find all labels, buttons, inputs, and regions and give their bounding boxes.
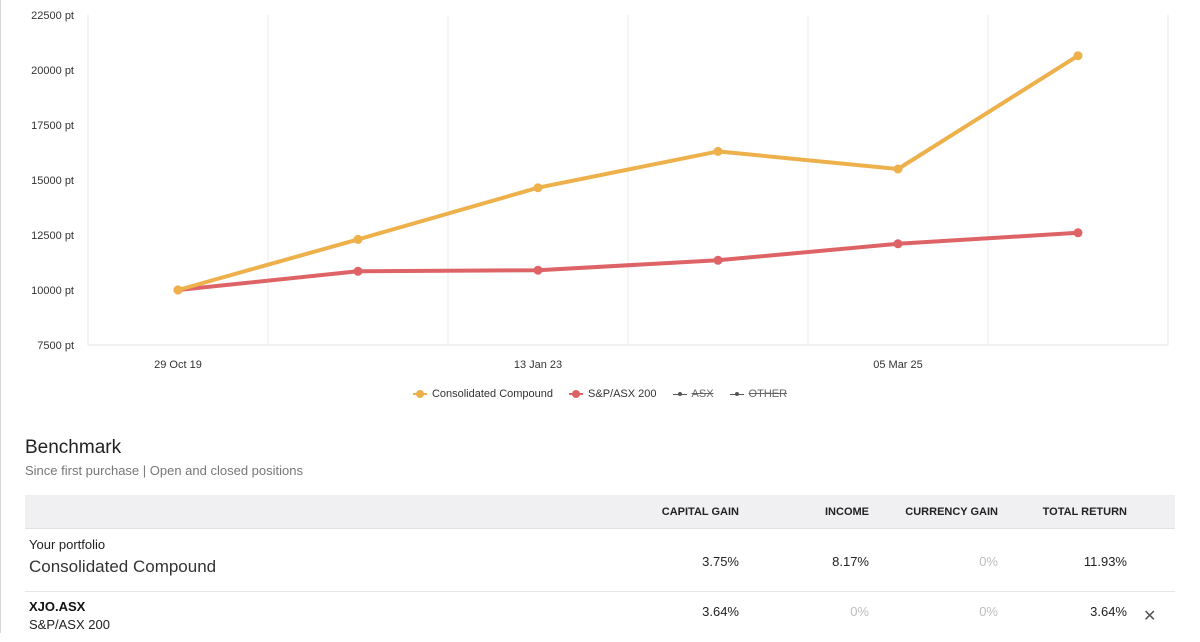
y-axis-ticks: 7500 pt 10000 pt 12500 pt 15000 pt 17500 pt 2… [31, 10, 74, 352]
chart-legend: Consolidated Compound S&P/ASX 200 ASX OT… [0, 388, 1200, 400]
y-tick-label: 20000 pt [31, 65, 74, 77]
portfolio-currency-gain: 0% [979, 554, 998, 569]
data-point [1073, 228, 1083, 238]
y-tick-label: 12500 pt [31, 230, 74, 242]
index-currency-gain: 0% [979, 604, 998, 619]
header-total-return: TOTAL RETURN [1042, 506, 1127, 518]
header-capital-gain: CAPITAL GAIN [661, 506, 739, 518]
portfolio-name: Consolidated Compound [29, 557, 217, 576]
table-row-index: XJO.ASX S&P/ASX 200 3.64% 0% 0% 3.64% ✕ [25, 592, 1175, 642]
portfolio-label: Your portfolio [29, 537, 106, 552]
remove-benchmark-icon[interactable]: ✕ [1143, 608, 1157, 625]
data-point [173, 285, 183, 295]
table-header: CAPITAL GAIN INCOME CURRENCY GAIN TOTAL … [25, 495, 1175, 529]
index-income: 0% [850, 604, 869, 619]
data-point [533, 265, 543, 275]
table-row-portfolio: Your portfolio Consolidated Compound 3.7… [25, 529, 1175, 592]
chart-series [173, 51, 1083, 295]
data-point [353, 234, 363, 244]
portfolio-total-return: 11.93% [1083, 554, 1127, 569]
legend-item-asx[interactable]: ASX [672, 388, 714, 400]
y-tick-label: 10000 pt [31, 285, 74, 297]
data-point [1073, 51, 1083, 61]
left-border [0, 0, 1, 633]
x-axis-ticks: 29 Oct 19 13 Jan 23 05 Mar 25 [154, 359, 923, 371]
legend-label-consolidated: Consolidated Compound [431, 388, 554, 400]
index-code: XJO.ASX [29, 599, 86, 614]
chart-grid [87, 15, 1169, 346]
series-consolidated-compound [173, 51, 1083, 295]
series-line [176, 53, 1080, 292]
index-total-return: 3.64% [1090, 604, 1127, 619]
x-tick-label: 13 Jan 23 [514, 359, 562, 371]
series-line [176, 230, 1080, 292]
header-income: INCOME [825, 506, 869, 518]
y-tick-label: 7500 pt [37, 340, 74, 352]
legend-label-sp-asx200: S&P/ASX 200 [588, 388, 657, 400]
legend-item-consolidated[interactable]: Consolidated Compound [412, 388, 554, 400]
legend-label-other: OTHER [748, 388, 788, 400]
x-tick-label: 05 Mar 25 [873, 359, 923, 371]
data-point [893, 164, 903, 174]
legend-swatch-sp-asx200 [569, 388, 584, 400]
y-tick-label: 22500 pt [31, 10, 74, 22]
data-point [713, 146, 723, 156]
portfolio-income: 8.17% [832, 554, 869, 569]
legend-swatch-asx [672, 388, 687, 400]
benchmark-subtitle: Since first purchase | Open and closed p… [25, 463, 303, 478]
legend-item-other[interactable]: OTHER [729, 388, 788, 400]
legend-swatch-consolidated [412, 388, 427, 400]
performance-chart: 7500 pt 10000 pt 12500 pt 15000 pt 17500 pt 2… [31, 10, 1169, 371]
index-name: S&P/ASX 200 [29, 617, 110, 632]
legend-item-sp-asx200[interactable]: S&P/ASX 200 [569, 388, 657, 400]
legend-swatch-other [729, 388, 744, 400]
data-point [893, 239, 903, 249]
index-capital-gain: 3.64% [702, 604, 739, 619]
data-point [533, 183, 543, 193]
y-tick-label: 15000 pt [31, 175, 74, 187]
x-tick-label: 29 Oct 19 [154, 359, 202, 371]
benchmark-table: CAPITAL GAIN INCOME CURRENCY GAIN TOTAL … [25, 495, 1175, 642]
header-currency-gain: CURRENCY GAIN [905, 506, 998, 518]
benchmark-title: Benchmark [25, 437, 122, 458]
legend-label-asx: ASX [691, 388, 714, 400]
portfolio-capital-gain: 3.75% [702, 554, 739, 569]
data-point [713, 255, 723, 265]
y-tick-label: 17500 pt [31, 120, 74, 132]
data-point [353, 266, 363, 276]
